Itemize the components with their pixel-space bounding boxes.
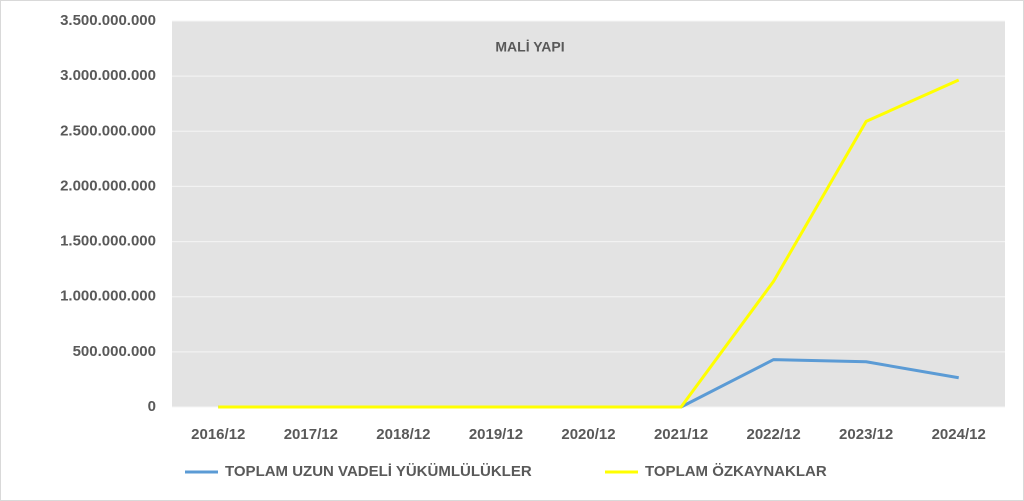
y-tick-label: 2.500.000.000 (60, 122, 156, 139)
y-tick-label: 1.500.000.000 (60, 233, 156, 250)
y-tick-label: 1.000.000.000 (60, 288, 156, 305)
x-tick-label: 2019/12 (469, 426, 523, 443)
legend-label: TOPLAM ÖZKAYNAKLAR (645, 463, 827, 480)
y-tick-label: 0 (148, 398, 156, 415)
chart-title: MALİ YAPI (495, 39, 564, 55)
y-tick-label: 2.000.000.000 (60, 177, 156, 194)
plot-area (172, 21, 1005, 407)
y-tick-label: 3.500.000.000 (60, 12, 156, 29)
y-tick-label: 500.000.000 (73, 343, 156, 360)
legend-label: TOPLAM UZUN VADELİ YÜKÜMLÜLÜKLER (225, 463, 532, 480)
x-tick-label: 2021/12 (654, 426, 708, 443)
x-tick-label: 2022/12 (746, 426, 800, 443)
series-line (218, 78, 960, 409)
x-tick-label: 2017/12 (284, 426, 338, 443)
x-tick-label: 2018/12 (376, 426, 430, 443)
y-tick-label: 3.000.000.000 (60, 67, 156, 84)
x-tick-label: 2016/12 (191, 426, 245, 443)
x-tick-label: 2020/12 (561, 426, 615, 443)
x-tick-label: 2024/12 (932, 426, 986, 443)
x-tick-label: 2023/12 (839, 426, 893, 443)
